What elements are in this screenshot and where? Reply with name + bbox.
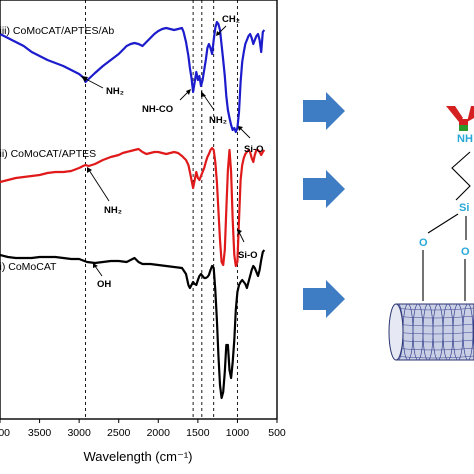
- x-tick-label-0: 4000: [0, 427, 10, 439]
- annotation-ch2-iii: CH₂: [222, 14, 240, 25]
- antibody-stem-icon: [459, 119, 468, 125]
- series-line-1: [0, 146, 266, 268]
- arrowhead-ch2-iii: [216, 31, 221, 36]
- reference-lines: [85, 0, 238, 419]
- x-tick-label-2: 3000: [67, 427, 91, 439]
- x-tick-label-3: 2500: [107, 427, 131, 439]
- silicon-label: Si: [459, 202, 469, 214]
- antibody-right-arm-icon: [467, 106, 474, 122]
- x-axis-ticks: 4000 3500 3000 2500 2000 1500 1000 500: [0, 419, 286, 439]
- arrow-oh-i: [94, 265, 103, 277]
- x-tick-label-7: 500: [268, 427, 286, 439]
- annotation-nhco-iii: NH-CO: [142, 104, 173, 115]
- arrowhead-nhco-iii: [186, 89, 191, 95]
- x-tick-label-4: 2000: [147, 427, 171, 439]
- annotation-sio-iii: Si-O: [244, 144, 264, 155]
- oxygen-right-label: O: [461, 246, 470, 258]
- annotation-nh2-iii: NH₂: [106, 86, 124, 97]
- functionalization-schematic: NH Si O O: [388, 106, 474, 361]
- annotation-oh-i: OH: [97, 279, 111, 290]
- arrow-nh2b-iii: [202, 93, 215, 111]
- annotation-nh2-ii: NH₂: [104, 205, 122, 216]
- carbon-nanotube-icon: [388, 303, 474, 361]
- arrowhead-nh2b-iii: [201, 91, 206, 97]
- nanotube-lattice-line: [393, 307, 474, 311]
- x-tick-label-6: 1000: [226, 427, 250, 439]
- flow-arrow-middle: [303, 170, 345, 208]
- arrowhead-nh2-iii: [81, 76, 88, 82]
- spectrum-chart: 4000 3500 3000 2500 2000 1500 1000 500 (iii) Co…: [0, 0, 286, 464]
- flow-arrows: [303, 92, 345, 318]
- arrowhead-nh2-ii: [87, 167, 92, 173]
- plot-frame: [0, 0, 278, 420]
- x-tick-label-5: 1500: [186, 427, 210, 439]
- flow-arrow-top: [303, 92, 345, 130]
- series-label-iii: (iii) CoMoCAT/APTES/Ab: [0, 25, 114, 37]
- series-label-i: (i) CoMoCAT: [0, 261, 57, 273]
- series-line-0: [0, 20, 266, 134]
- antibody-icon: [446, 106, 474, 131]
- antibody-left-arm-icon: [446, 106, 463, 122]
- amine-label: NH: [457, 133, 473, 145]
- propyl-chain: [451, 151, 471, 201]
- arrow-sio-iii: [239, 127, 251, 139]
- x-tick-label-1: 3500: [28, 427, 52, 439]
- arrow-ch2-iii: [217, 25, 227, 35]
- x-axis-label: Wavelength (cm⁻¹): [84, 449, 193, 464]
- annotation-arrowheads: [81, 31, 243, 268]
- arrowhead-sio-iii: [238, 126, 243, 131]
- arrowhead-oh-i: [93, 263, 98, 268]
- flow-arrow-bottom: [303, 280, 345, 318]
- arrow-nh2-iii: [83, 77, 104, 89]
- series-label-ii: (ii) CoMoCAT/APTES: [0, 148, 96, 160]
- arrow-sio-ii: [238, 231, 245, 243]
- si-o-bond-left: [427, 213, 459, 234]
- antibody-link-icon: [459, 125, 468, 131]
- annotation-nh2b-iii: NH₂: [209, 115, 227, 126]
- annotation-sio-ii: Si-O: [238, 250, 258, 261]
- arrowhead-sio-ii: [237, 229, 242, 235]
- series-layer: [0, 20, 266, 400]
- series-line-2: [0, 249, 266, 400]
- nanotube-lattice-line: [393, 355, 474, 359]
- arrow-nh2-ii: [88, 169, 110, 202]
- oxygen-left-label: O: [419, 237, 428, 249]
- nanotube-opening: [388, 303, 404, 361]
